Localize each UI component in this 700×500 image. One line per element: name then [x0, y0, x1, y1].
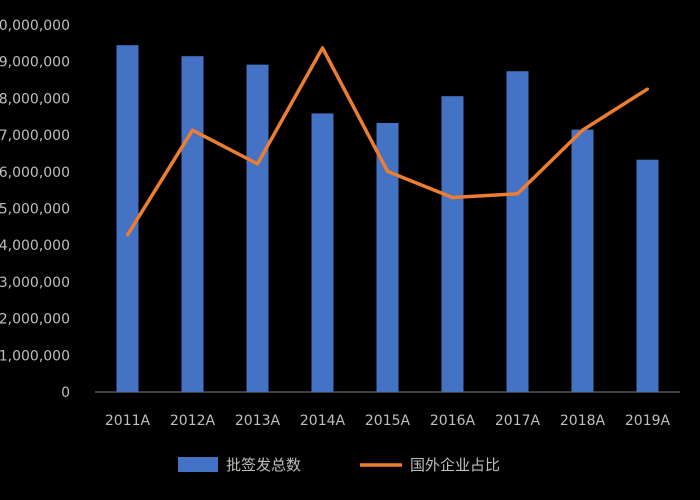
- x-axis: 2011A 2012A 2013A 2014A 2015A 2016A 2017A 2018A…: [105, 413, 671, 429]
- line-point-2011A: [126, 233, 129, 237]
- y-tick-label: 10,000,000: [0, 18, 70, 34]
- legend: 批签发总数 国外企业占比: [178, 456, 500, 474]
- x-tick-label: 2019A: [625, 413, 671, 429]
- y-tick-label: 5,000,000: [0, 202, 70, 218]
- x-tick-label: 2018A: [560, 413, 606, 429]
- line-point-2019A: [646, 87, 649, 91]
- bar-2016A: [441, 96, 464, 392]
- x-tick-label: 2012A: [170, 413, 216, 429]
- bar-2018A: [571, 129, 594, 392]
- bar-2013A: [246, 64, 269, 393]
- y-tick-label: 7,000,000: [0, 128, 70, 144]
- x-tick-label: 2016A: [430, 413, 476, 429]
- line-point-2012A: [191, 128, 194, 132]
- line-point-2014A: [321, 46, 324, 50]
- bar-2011A: [116, 45, 139, 393]
- y-tick-label: 2,000,000: [0, 312, 70, 328]
- y-tick-label: 4,000,000: [0, 238, 70, 254]
- x-tick-label: 2014A: [300, 413, 346, 429]
- bar-2019A: [636, 159, 659, 392]
- line-point-2016A: [451, 196, 454, 200]
- bar-2012A: [181, 56, 204, 392]
- legend-label-line: 国外企业占比: [410, 456, 500, 474]
- x-tick-label: 2017A: [495, 413, 541, 429]
- line-point-2013A: [256, 162, 259, 166]
- y-axis: 0 1,000,000 2,000,000 3,000,000 4,000,000 5,0…: [0, 18, 70, 401]
- bar-2017A: [506, 71, 529, 392]
- line-point-2018A: [581, 128, 584, 132]
- line-point-2017A: [516, 192, 519, 196]
- x-tick-label: 2011A: [105, 413, 151, 429]
- bar-2015A: [376, 122, 399, 392]
- y-tick-label: 6,000,000: [0, 165, 70, 181]
- y-tick-label: 0: [61, 385, 70, 401]
- legend-label-bar: 批签发总数: [226, 456, 301, 474]
- x-tick-label: 2013A: [235, 413, 281, 429]
- y-tick-label: 3,000,000: [0, 275, 70, 291]
- y-tick-label: 8,000,000: [0, 91, 70, 107]
- y-tick-label: 1,000,000: [0, 348, 70, 364]
- x-tick-label: 2015A: [365, 413, 411, 429]
- line-point-2015A: [386, 169, 389, 173]
- legend-swatch-bar: [178, 457, 218, 472]
- y-tick-label: 9,000,000: [0, 55, 70, 71]
- bar-2014A: [311, 113, 334, 393]
- line-series: [126, 46, 649, 237]
